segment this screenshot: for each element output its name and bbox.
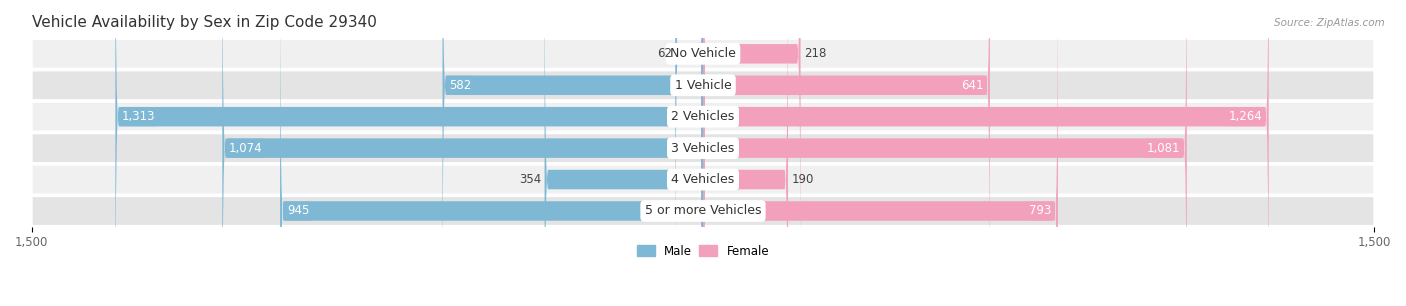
Text: 1,313: 1,313 — [122, 110, 156, 123]
FancyBboxPatch shape — [703, 0, 1187, 306]
Text: 1,074: 1,074 — [229, 142, 263, 155]
FancyBboxPatch shape — [222, 0, 703, 306]
Text: 354: 354 — [519, 173, 541, 186]
Text: 5 or more Vehicles: 5 or more Vehicles — [645, 204, 761, 218]
Text: 1,264: 1,264 — [1229, 110, 1263, 123]
FancyBboxPatch shape — [32, 165, 1374, 195]
Text: 62: 62 — [657, 47, 672, 60]
FancyBboxPatch shape — [115, 0, 703, 306]
Text: 1,081: 1,081 — [1146, 142, 1180, 155]
Text: 218: 218 — [804, 47, 827, 60]
FancyBboxPatch shape — [443, 0, 703, 306]
Text: 3 Vehicles: 3 Vehicles — [672, 142, 734, 155]
FancyBboxPatch shape — [280, 0, 703, 306]
Text: 2 Vehicles: 2 Vehicles — [672, 110, 734, 123]
Text: 1 Vehicle: 1 Vehicle — [675, 79, 731, 92]
Text: Source: ZipAtlas.com: Source: ZipAtlas.com — [1274, 18, 1385, 28]
Text: 641: 641 — [960, 79, 983, 92]
FancyBboxPatch shape — [675, 0, 703, 296]
FancyBboxPatch shape — [703, 0, 1268, 306]
Text: Vehicle Availability by Sex in Zip Code 29340: Vehicle Availability by Sex in Zip Code … — [32, 15, 377, 30]
FancyBboxPatch shape — [32, 133, 1374, 163]
FancyBboxPatch shape — [544, 0, 703, 306]
Text: 945: 945 — [287, 204, 309, 218]
Legend: Male, Female: Male, Female — [633, 240, 773, 262]
FancyBboxPatch shape — [703, 0, 800, 296]
FancyBboxPatch shape — [32, 39, 1374, 69]
FancyBboxPatch shape — [32, 70, 1374, 100]
FancyBboxPatch shape — [703, 0, 787, 306]
Text: 190: 190 — [792, 173, 814, 186]
FancyBboxPatch shape — [703, 0, 990, 306]
Text: No Vehicle: No Vehicle — [671, 47, 735, 60]
FancyBboxPatch shape — [32, 196, 1374, 226]
Text: 4 Vehicles: 4 Vehicles — [672, 173, 734, 186]
FancyBboxPatch shape — [32, 102, 1374, 132]
FancyBboxPatch shape — [703, 0, 1057, 306]
Text: 582: 582 — [450, 79, 471, 92]
Text: 793: 793 — [1029, 204, 1052, 218]
